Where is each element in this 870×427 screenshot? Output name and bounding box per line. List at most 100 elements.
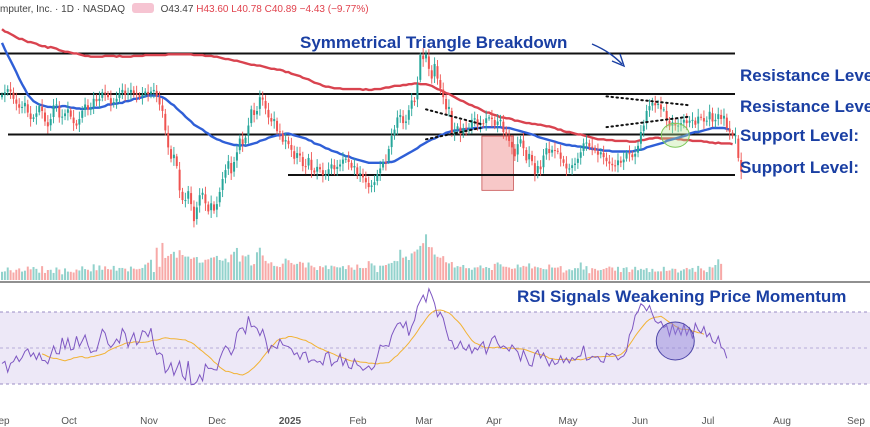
- volume-bar: [442, 256, 445, 280]
- volume-bar: [92, 264, 95, 280]
- candle-body: [195, 207, 198, 220]
- candle-body: [545, 148, 548, 155]
- volume-bar: [233, 251, 236, 280]
- candle-body: [244, 137, 247, 144]
- candle-body: [364, 178, 367, 183]
- rsi-highlight: [655, 321, 695, 361]
- volume-bar: [84, 269, 87, 280]
- volume-bar: [370, 263, 373, 280]
- candle-body: [250, 109, 253, 124]
- volume-bar: [29, 269, 32, 280]
- candle-body: [642, 125, 645, 132]
- candle-body: [531, 154, 534, 162]
- volume-bar: [172, 251, 175, 280]
- candle-body: [224, 170, 227, 178]
- candle-body: [551, 149, 554, 153]
- volume-bar: [510, 268, 513, 280]
- candle-body: [425, 54, 428, 59]
- level-label: Support Level:: [740, 158, 859, 177]
- candle-body: [614, 165, 617, 167]
- volume-bar: [565, 270, 568, 280]
- candle-body: [9, 89, 12, 92]
- volume-bar: [41, 266, 44, 280]
- volume-bar: [367, 261, 370, 280]
- volume-bar: [316, 270, 319, 280]
- candle-body: [278, 131, 281, 133]
- candle-body: [367, 182, 370, 188]
- candle-body: [436, 66, 439, 79]
- volume-bar: [611, 267, 614, 280]
- volume-bar: [347, 265, 350, 280]
- candle-body: [118, 93, 121, 98]
- short-moving-average-line: [0, 42, 731, 164]
- volume-bar: [178, 250, 181, 280]
- volume-bar: [86, 269, 89, 280]
- volume-bar: [147, 262, 150, 280]
- volume-bar: [167, 255, 170, 280]
- candle-body: [677, 125, 680, 127]
- volume-bar: [121, 267, 124, 280]
- volume-bar: [187, 256, 190, 280]
- candle-body: [129, 89, 132, 93]
- candle-body: [608, 161, 611, 164]
- candle-body: [307, 157, 310, 166]
- candle-body: [476, 119, 479, 126]
- volume-bar: [218, 260, 221, 280]
- candle-body: [393, 129, 396, 136]
- volume-bar: [198, 262, 201, 280]
- volume-bar: [181, 255, 184, 280]
- candle-body: [350, 162, 353, 168]
- candle-body: [404, 121, 407, 123]
- volume-bar: [439, 257, 442, 280]
- candle-body: [728, 128, 731, 133]
- candle-body: [559, 152, 562, 159]
- candle-body: [720, 114, 723, 120]
- volume-bar: [353, 269, 356, 280]
- candle-body: [602, 152, 605, 158]
- rsi-line: [1, 287, 728, 386]
- candle-body: [255, 110, 258, 115]
- candle-body: [175, 156, 178, 167]
- volume-bar: [382, 265, 385, 280]
- candle-body: [327, 169, 330, 175]
- candle-body: [15, 99, 18, 104]
- pullback-box: [481, 135, 514, 191]
- candle-body: [508, 135, 511, 141]
- candle-body: [505, 132, 508, 135]
- candle-body: [66, 109, 69, 113]
- level-label: Support Level:: [740, 126, 859, 145]
- candle-body: [304, 166, 307, 168]
- volume-bar: [605, 267, 608, 280]
- volume-bar: [213, 257, 216, 280]
- candle-body: [668, 120, 671, 127]
- breakdown-highlight: [660, 122, 690, 148]
- volume-bar: [190, 258, 193, 280]
- volume-bar: [459, 266, 462, 280]
- x-axis-tick-label: Feb: [349, 416, 367, 427]
- candle-body: [167, 132, 170, 148]
- candle-body: [43, 112, 46, 122]
- candle-body: [430, 70, 433, 79]
- candle-body: [21, 106, 24, 108]
- ohlc-high: H43.60: [196, 4, 229, 15]
- candle-body: [442, 89, 445, 98]
- volume-bar: [628, 272, 631, 280]
- volume-bar: [127, 271, 130, 280]
- candle-body: [6, 89, 9, 92]
- candle-body: [155, 90, 158, 97]
- candle-body: [72, 117, 75, 124]
- candle-body: [594, 147, 597, 151]
- candle-body: [407, 110, 410, 120]
- volume-bar: [714, 265, 717, 280]
- candle-body: [470, 119, 473, 128]
- volume-bar: [711, 267, 714, 280]
- candle-body: [178, 169, 181, 191]
- volume-bar: [201, 262, 204, 280]
- volume-bar: [364, 267, 367, 280]
- candle-body: [387, 149, 390, 161]
- candle-body: [158, 97, 161, 105]
- interval[interactable]: 1D: [61, 4, 74, 15]
- candle-body: [81, 110, 84, 118]
- volume-bar: [278, 267, 281, 280]
